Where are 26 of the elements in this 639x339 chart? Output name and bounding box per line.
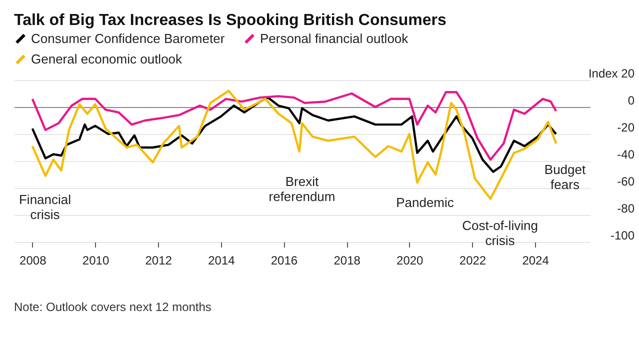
- y-tick-label: -80: [617, 202, 635, 216]
- x-tick-label: 2018: [334, 254, 361, 268]
- annotation: Brexit referendum: [268, 174, 336, 204]
- annotation: Budget fears: [544, 162, 586, 192]
- annotation: Cost-of-living crisis: [462, 218, 538, 248]
- x-tick-label: 2024: [522, 254, 550, 268]
- annotation: Financial crisis: [18, 192, 72, 222]
- y-tick-label: -60: [617, 174, 635, 188]
- x-tick-label: 2016: [270, 254, 298, 268]
- legend-label: General economic outlook: [31, 52, 183, 66]
- y-tick-label: -100: [610, 228, 635, 242]
- y-tick-label: -20: [617, 120, 635, 134]
- x-tick-label: 2008: [20, 254, 47, 268]
- chart-title: Talk of Big Tax Increases Is Spooking British Consumers: [14, 12, 447, 29]
- x-tick-label: 2010: [82, 254, 110, 268]
- y-tick-label: Index 20: [588, 66, 635, 80]
- y-tick-label: 0: [628, 94, 635, 108]
- legend-label: Personal financial outlook: [260, 30, 409, 46]
- x-tick-label: 2012: [145, 254, 172, 268]
- annotation: Pandemic: [396, 195, 454, 210]
- x-tick-label: 2014: [208, 254, 236, 268]
- legend-label: Consumer Confidence Barometer: [31, 30, 226, 46]
- y-tick-label: -40: [617, 148, 635, 162]
- text: Note: Outlook covers next 12 months: [14, 300, 212, 315]
- x-tick-label: 2020: [396, 254, 424, 268]
- x-tick-label: 2022: [459, 254, 486, 268]
